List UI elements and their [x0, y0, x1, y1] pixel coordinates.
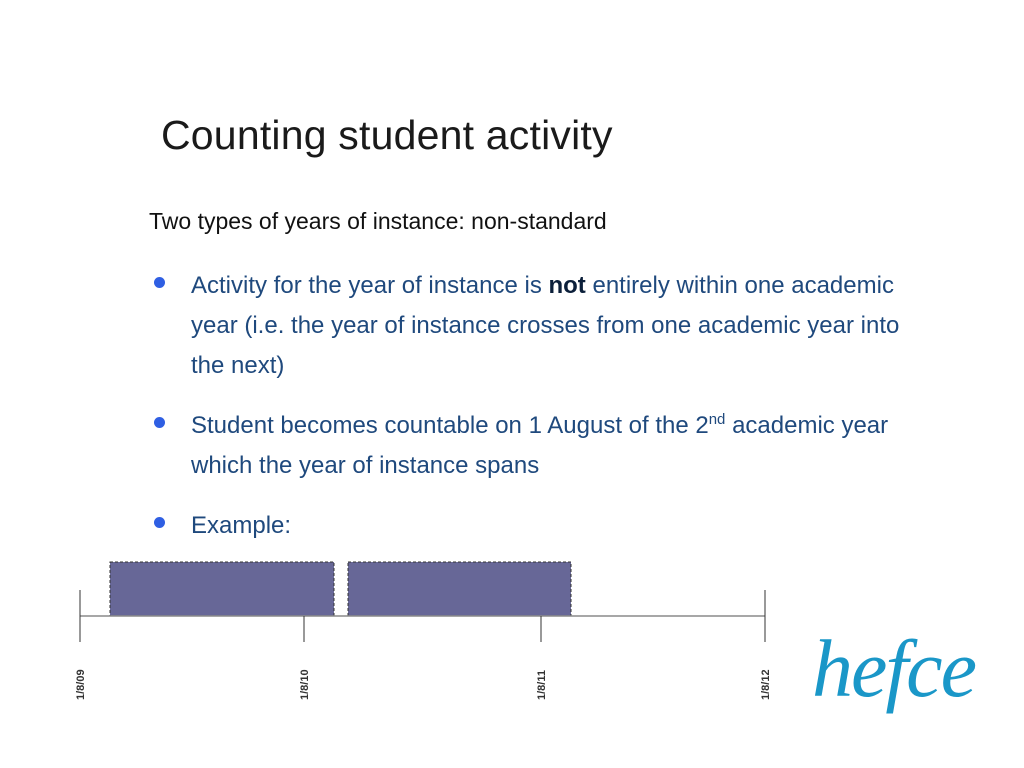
- bullet-dot-icon: [154, 277, 165, 288]
- bullet-superscript: nd: [708, 411, 726, 428]
- timeline-diagram: 1/8/09 1/8/10 1/8/11 1/8/12: [75, 561, 772, 700]
- bullet-text-bold: not: [548, 272, 586, 299]
- tick-label: 1/8/12: [760, 669, 772, 700]
- bullet-list: Activity for the year of instance is not…: [150, 266, 930, 566]
- bullet-text-before: Activity for the year of instance is: [191, 272, 549, 299]
- bullet-text-after: entirely within one academic year (i.e. …: [191, 272, 900, 379]
- tick-label: 1/8/11: [536, 670, 548, 700]
- hefce-logo: hefce: [812, 623, 977, 714]
- bullet-dot-icon: [154, 417, 165, 428]
- tick-label: 1/8/10: [299, 669, 311, 700]
- bullet-text: Example:: [191, 512, 292, 539]
- year-of-instance-bar-1: [109, 561, 335, 617]
- bullet-dot-icon: [154, 517, 165, 528]
- bullet-item-example: Example:: [150, 506, 930, 546]
- year-of-instance-bar-2: [347, 561, 572, 617]
- bullet-item-countable: Student becomes countable on 1 August of…: [150, 406, 930, 486]
- bullet-text-after: academic year which the year of instance…: [191, 412, 889, 479]
- slide-subtitle: Two types of years of instance: non-stan…: [149, 208, 607, 234]
- tick-label: 1/8/09: [75, 669, 87, 700]
- slide-title: Counting student activity: [161, 112, 613, 158]
- bullet-text: Student becomes countable on 1 August of…: [191, 412, 709, 439]
- bullet-item-activity: Activity for the year of instance is not…: [150, 266, 930, 386]
